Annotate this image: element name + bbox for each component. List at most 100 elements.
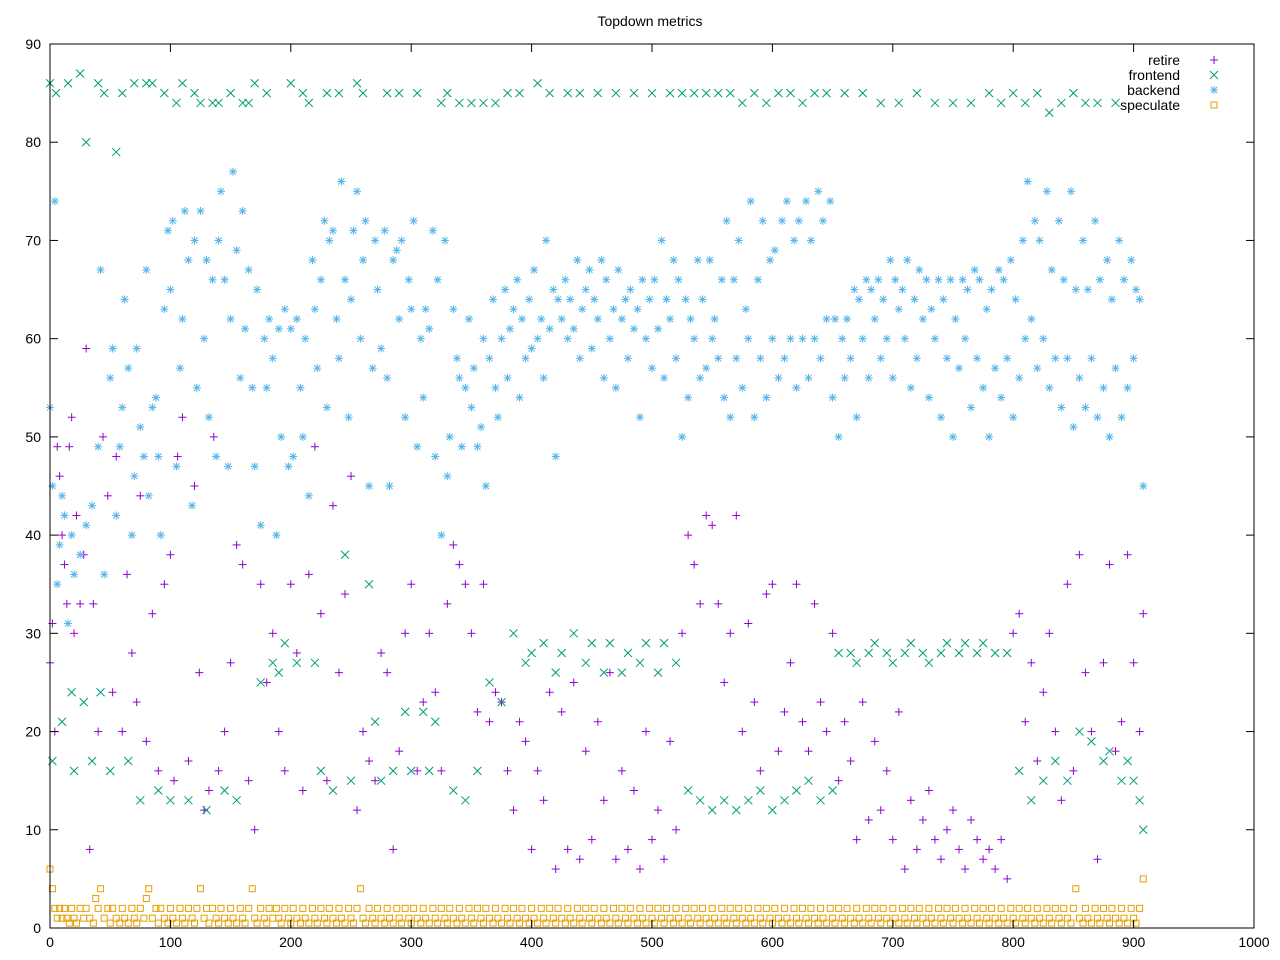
- backend-point: [1081, 403, 1090, 412]
- speculate-point: [530, 914, 538, 922]
- backend-point: [395, 315, 404, 324]
- x-tick-label: 800: [1002, 934, 1026, 950]
- backend-point: [353, 187, 362, 196]
- frontend-point: [972, 648, 982, 658]
- backend-point: [301, 334, 310, 343]
- speculate-point: [89, 919, 97, 927]
- backend-point: [236, 373, 245, 382]
- backend-point: [58, 491, 67, 500]
- backend-point: [1127, 256, 1136, 265]
- speculate-point: [786, 919, 794, 927]
- backend-point: [1033, 364, 1042, 373]
- speculate-point: [564, 904, 572, 912]
- retire-point: [780, 707, 789, 716]
- retire-point: [55, 472, 64, 481]
- backend-point: [202, 256, 211, 265]
- backend-point: [690, 334, 699, 343]
- frontend-point: [382, 88, 392, 98]
- speculate-point: [841, 919, 849, 927]
- backend-point: [1105, 432, 1114, 441]
- speculate-point: [805, 919, 813, 927]
- speculate-point: [1000, 914, 1008, 922]
- frontend-point: [539, 638, 548, 648]
- speculate-point: [988, 904, 996, 912]
- backend-point: [1035, 236, 1044, 245]
- frontend-point: [220, 786, 229, 795]
- speculate-point: [172, 919, 180, 927]
- frontend-point: [123, 756, 133, 766]
- speculate-point: [311, 914, 319, 922]
- retire-point: [1123, 550, 1132, 559]
- speculate-point: [118, 904, 126, 912]
- speculate-point: [1115, 919, 1123, 927]
- backend-point: [224, 462, 233, 471]
- backend-point: [389, 256, 398, 265]
- legend-label-backend: backend: [1127, 82, 1180, 98]
- backend-point: [491, 383, 500, 392]
- frontend-point: [756, 786, 765, 795]
- backend-point: [180, 206, 189, 215]
- speculate-point: [381, 919, 389, 927]
- speculate-point: [455, 904, 463, 912]
- series-speculate: [46, 865, 1147, 927]
- speculate-point: [903, 919, 911, 927]
- speculate-point: [874, 914, 882, 922]
- retire-point: [455, 560, 464, 569]
- backend-point: [814, 187, 823, 196]
- backend-point: [226, 315, 235, 324]
- speculate-point: [506, 919, 514, 927]
- backend-point: [951, 315, 960, 324]
- backend-point: [569, 324, 578, 333]
- backend-point: [910, 295, 919, 304]
- backend-point: [196, 206, 205, 215]
- speculate-point: [124, 919, 132, 927]
- backend-point: [144, 491, 153, 500]
- retire-point: [509, 806, 518, 815]
- retire-point: [641, 727, 650, 736]
- speculate-point: [467, 914, 475, 922]
- speculate-point: [687, 919, 695, 927]
- backend-point: [365, 482, 374, 490]
- backend-point: [922, 275, 931, 284]
- speculate-point: [1039, 919, 1047, 927]
- frontend-point: [1138, 825, 1148, 835]
- speculate-point: [70, 914, 78, 922]
- backend-point: [746, 197, 755, 206]
- speculate-point: [634, 919, 642, 927]
- retire-point: [581, 747, 590, 756]
- backend-point: [464, 315, 473, 324]
- frontend-point: [166, 795, 175, 805]
- speculate-point: [542, 919, 550, 927]
- speculate-point: [576, 914, 584, 922]
- frontend-point: [1135, 795, 1144, 805]
- retire-point: [316, 609, 325, 618]
- retire-point: [1027, 658, 1036, 667]
- speculate-point: [537, 904, 545, 912]
- backend-point: [780, 354, 789, 363]
- backend-point: [545, 324, 554, 333]
- frontend-point: [412, 88, 422, 98]
- frontend-point: [515, 88, 524, 98]
- frontend-point: [936, 648, 946, 658]
- backend-point: [67, 531, 76, 540]
- retire-point: [250, 825, 259, 834]
- speculate-point: [901, 914, 909, 922]
- backend-point: [918, 315, 927, 324]
- frontend-point: [202, 805, 211, 815]
- retire-point: [876, 806, 885, 815]
- speculate-point: [971, 904, 979, 912]
- frontend-point: [232, 795, 241, 805]
- frontend-point: [250, 78, 260, 88]
- retire-point: [60, 560, 69, 569]
- backend-point: [489, 295, 498, 304]
- frontend-point: [894, 98, 904, 108]
- frontend-point: [430, 717, 440, 727]
- retire-point: [912, 845, 921, 854]
- retire-point: [1021, 717, 1030, 726]
- speculate-point: [843, 904, 851, 912]
- speculate-point: [58, 914, 66, 922]
- backend-point: [112, 511, 121, 520]
- legend-marker-speculate: [1210, 101, 1218, 109]
- frontend-point: [599, 668, 609, 677]
- backend-point: [898, 285, 907, 294]
